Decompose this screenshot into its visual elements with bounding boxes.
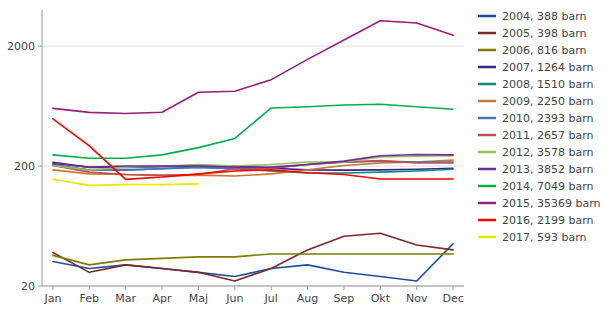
legend-swatch (478, 236, 496, 239)
x-tick (380, 286, 381, 290)
legend-label: 2016, 2199 barn (502, 214, 594, 227)
y-tick-label: 2000 (7, 40, 35, 53)
legend-label: 2004, 388 barn (502, 10, 587, 23)
y-axis: 20 200 2000 (7, 10, 42, 293)
x-tick (343, 286, 344, 290)
y-tick (38, 286, 42, 287)
legend-swatch (478, 49, 496, 52)
x-tick-label: Feb (80, 292, 99, 305)
grid-line (42, 46, 464, 47)
series-line (53, 21, 453, 114)
grid-line (42, 286, 464, 287)
legend-label: 2007, 1264 barn (502, 61, 594, 74)
x-tick (52, 286, 53, 290)
chart: 20 200 2000 Jan Feb Mar Apr Maj Jun Jul Aug Sep Okt N… (0, 0, 614, 312)
x-tick-label: Jun (225, 292, 243, 305)
legend-label: 2014, 7049 barn (502, 180, 594, 193)
legend-swatch (478, 15, 496, 18)
y-tick (38, 166, 42, 167)
x-tick-label: Maj (189, 292, 208, 305)
y-tick-label: 200 (14, 160, 35, 173)
x-tick-label: Dec (442, 292, 463, 305)
x-tick-label: Sep (334, 292, 355, 305)
legend-label: 2009, 2250 barn (502, 95, 594, 108)
legend-swatch (478, 66, 496, 69)
legend-label: 2013, 3852 barn (502, 163, 594, 176)
legend-swatch (478, 117, 496, 120)
legend-swatch (478, 185, 496, 188)
legend-swatch (478, 100, 496, 103)
legend-swatch (478, 168, 496, 171)
legend-label: 2010, 2393 barn (502, 112, 594, 125)
legend-swatch (478, 134, 496, 137)
x-tick-label: Jul (264, 292, 278, 305)
x-tick (198, 286, 199, 290)
legend-swatch (478, 83, 496, 86)
legend: 2004, 388 barn 2005, 398 barn 2006, 816 ba… (478, 10, 601, 244)
x-tick-label: Jan (43, 292, 61, 305)
y-tick (38, 46, 42, 47)
x-tick (416, 286, 417, 290)
x-axis: Jan Feb Mar Apr Maj Jun Jul Aug Sep Okt Nov Dec (42, 286, 464, 305)
series-line (53, 119, 453, 179)
legend-swatch (478, 32, 496, 35)
legend-label: 2005, 398 barn (502, 27, 587, 40)
x-tick (307, 286, 308, 290)
x-tick-label: Mar (115, 292, 136, 305)
y-axis-line (42, 10, 43, 286)
legend-label: 2008, 1510 barn (502, 78, 594, 91)
x-tick-label: Okt (371, 292, 391, 305)
legend-swatch (478, 219, 496, 222)
x-tick-label: Nov (406, 292, 428, 305)
x-axis-line (42, 286, 464, 287)
x-tick (234, 286, 235, 290)
series-line (53, 179, 199, 185)
legend-label: 2011, 2657 barn (502, 129, 594, 142)
series-line (53, 154, 453, 167)
x-tick (453, 286, 454, 290)
x-tick (271, 286, 272, 290)
x-tick-label: Apr (153, 292, 173, 305)
grid (42, 46, 464, 286)
x-tick (89, 286, 90, 290)
x-tick (125, 286, 126, 290)
series-line (53, 233, 453, 281)
legend-swatch (478, 151, 496, 154)
lines (53, 21, 453, 281)
legend-swatch (478, 202, 496, 205)
legend-label: 2017, 593 barn (502, 231, 587, 244)
legend-label: 2015, 35369 barn (502, 197, 601, 210)
series-line (53, 254, 453, 265)
y-tick-label: 20 (21, 280, 35, 293)
legend-label: 2012, 3578 barn (502, 146, 594, 159)
x-tick (162, 286, 163, 290)
legend-label: 2006, 816 barn (502, 44, 587, 57)
x-tick-label: Aug (297, 292, 318, 305)
